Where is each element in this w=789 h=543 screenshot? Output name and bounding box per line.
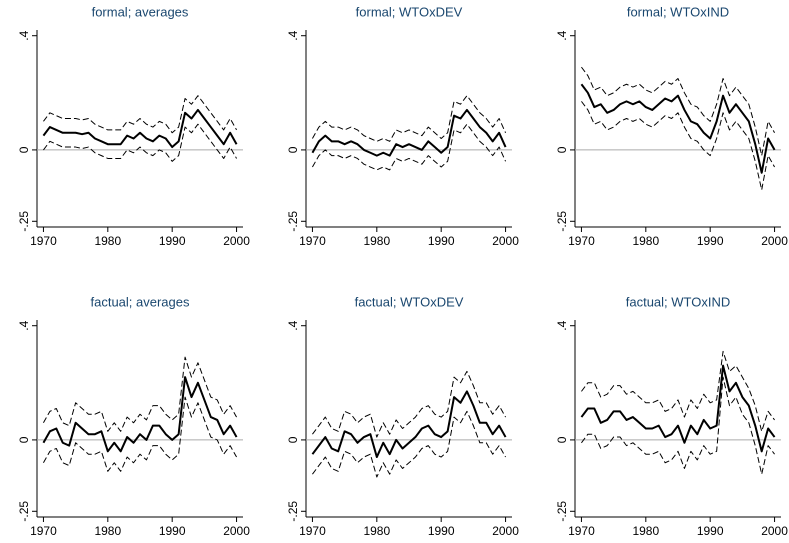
estimate-line [311, 108, 507, 157]
x-tick-label: 1970 [568, 234, 595, 248]
confidence-line [581, 101, 775, 191]
x-tick-label: 1990 [159, 234, 186, 248]
estimate-line [580, 83, 776, 174]
x-tick-label: 1970 [299, 234, 326, 248]
confidence-line [43, 396, 237, 472]
y-tick-label: 0 [555, 436, 569, 443]
panel: factual; averages .4 0 -.25 1970 1980 1990 2000 [17, 294, 250, 538]
y-tick-label: 0 [286, 146, 300, 153]
y-tick-label: -.25 [286, 501, 300, 522]
y-tick-label: 0 [555, 146, 569, 153]
x-tick-label: 1990 [697, 234, 724, 248]
panel: factual; WTOxDEV .4 0 -.25 1970 1980 1990 2000 [286, 294, 519, 538]
x-tick-label: 1970 [30, 524, 57, 538]
y-tick-label: 0 [17, 146, 31, 153]
x-tick-label: 1980 [94, 234, 121, 248]
y-tick-label: .4 [286, 30, 300, 40]
panel: formal; WTOxDEV .4 0 -.25 1970 1980 1990 2000 [286, 4, 519, 248]
confidence-line [312, 410, 506, 478]
y-tick-label: .4 [286, 320, 300, 330]
y-tick-label: 0 [286, 436, 300, 443]
x-tick-label: 2000 [223, 524, 250, 538]
x-tick-label: 1980 [632, 234, 659, 248]
panel-title: formal; WTOxDEV [356, 4, 463, 19]
panel: formal; WTOxIND .4 0 -.25 1970 1980 1990 2000 [555, 4, 788, 248]
x-tick-label: 1990 [428, 234, 455, 248]
x-tick-label: 2000 [223, 234, 250, 248]
confidence-line [581, 66, 775, 157]
confidence-line [312, 95, 507, 142]
confidence-line [43, 123, 237, 162]
x-tick-label: 1970 [30, 234, 57, 248]
x-tick-label: 1970 [299, 524, 326, 538]
x-tick-label: 1980 [94, 524, 121, 538]
confidence-line [312, 370, 506, 438]
x-tick-label: 1990 [428, 524, 455, 538]
x-tick-label: 2000 [761, 234, 788, 248]
confidence-line [581, 376, 775, 475]
y-tick-label: .4 [555, 30, 569, 40]
y-tick-label: -.25 [555, 501, 569, 522]
y-tick-label: -.25 [286, 211, 300, 232]
x-tick-label: 1990 [697, 524, 724, 538]
y-tick-label: 0 [17, 436, 31, 443]
panel-title: factual; WTOxIND [626, 294, 731, 309]
y-tick-label: -.25 [17, 501, 31, 522]
x-tick-label: 1980 [363, 234, 390, 248]
confidence-line [312, 123, 507, 171]
estimate-line [42, 108, 238, 149]
panel-title: factual; WTOxDEV [355, 294, 464, 309]
panel: formal; averages .4 0 -.25 1970 1980 1990 2000 [17, 4, 250, 248]
estimate-line [311, 390, 507, 459]
x-tick-label: 2000 [761, 524, 788, 538]
estimate-line [42, 376, 238, 453]
panel-title: factual; averages [90, 294, 190, 309]
y-tick-label: .4 [17, 320, 31, 330]
y-tick-label: .4 [17, 30, 31, 40]
y-tick-label: -.25 [555, 211, 569, 232]
estimate-line [580, 364, 776, 453]
y-tick-label: -.25 [17, 211, 31, 232]
x-tick-label: 1970 [568, 524, 595, 538]
confidence-line [43, 356, 237, 432]
y-tick-label: .4 [555, 320, 569, 330]
panel: factual; WTOxIND .4 0 -.25 1970 1980 1990 2000 [555, 294, 788, 538]
x-tick-label: 1980 [632, 524, 659, 538]
panel-title: formal; WTOxIND [627, 4, 729, 19]
confidence-line [43, 95, 237, 134]
x-tick-label: 2000 [492, 234, 519, 248]
panel-title: formal; averages [92, 4, 189, 19]
x-tick-label: 1980 [363, 524, 390, 538]
confidence-line [581, 350, 775, 432]
x-tick-label: 2000 [492, 524, 519, 538]
x-tick-label: 1990 [159, 524, 186, 538]
